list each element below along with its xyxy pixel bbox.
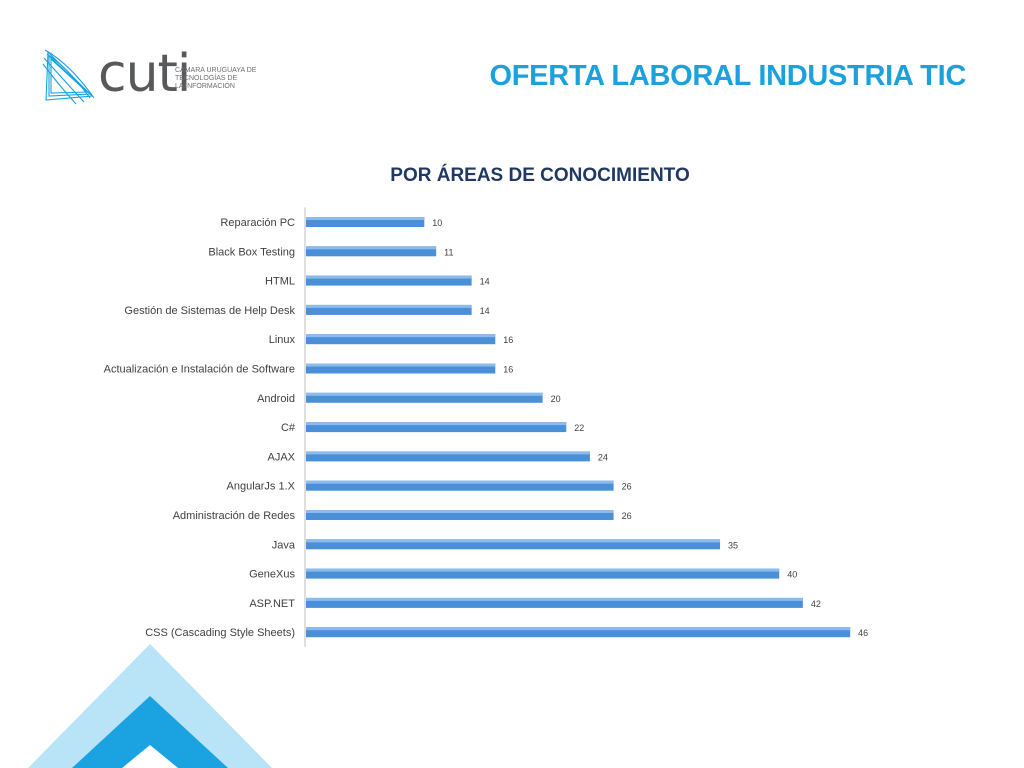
logo-tagline-line: LA INFORMACIÓN — [175, 83, 235, 90]
data-label: 16 — [503, 335, 513, 345]
bar — [306, 480, 614, 491]
bar — [306, 304, 472, 315]
bar-highlight — [306, 363, 496, 367]
corner-decoration — [28, 644, 272, 768]
bar — [306, 597, 803, 608]
data-label: 10 — [432, 218, 442, 228]
data-label: 24 — [598, 452, 608, 462]
bar-highlight — [306, 568, 780, 572]
data-label: 14 — [480, 306, 490, 316]
bar-highlight — [306, 304, 472, 308]
data-label: 16 — [503, 365, 513, 375]
bar — [306, 392, 543, 403]
bar-highlight — [306, 217, 425, 220]
bar-highlight — [306, 627, 851, 631]
corner-white-chevron — [122, 745, 178, 768]
bar-highlight — [306, 246, 437, 250]
data-label: 46 — [858, 628, 868, 638]
category-label: Linux — [269, 334, 296, 346]
bar — [306, 451, 590, 462]
logo-tagline: CÁMARA URUGUAYA DE TECNOLOGÍAS DE LA INF… — [175, 67, 285, 91]
page-title: OFERTA LABORAL INDUSTRIA TIC — [489, 60, 966, 92]
chart-title: POR ÁREAS DE CONOCIMIENTO — [390, 165, 690, 186]
category-label: AJAX — [267, 451, 295, 463]
data-label: 26 — [622, 482, 632, 492]
logo-tagline-line: CÁMARA URUGUAYA DE — [175, 67, 257, 74]
bar-highlight — [306, 510, 614, 513]
category-label: ASP.NET — [249, 598, 295, 610]
data-label: 11 — [444, 247, 453, 257]
category-label: CSS (Cascading Style Sheets) — [145, 627, 295, 639]
category-label: Administración de Redes — [173, 510, 296, 522]
logo-tagline-line: TECNOLOGÍAS DE — [175, 75, 238, 82]
bar-highlight — [306, 451, 590, 455]
bar — [306, 539, 721, 550]
category-label: Reparación PC — [220, 217, 295, 229]
bar — [306, 422, 567, 433]
category-label: AngularJs 1.X — [227, 481, 296, 493]
bar — [306, 334, 496, 345]
bar-highlight — [306, 275, 472, 279]
bar — [306, 627, 851, 638]
logo-wordmark: cuti — [98, 44, 191, 104]
bar — [306, 246, 437, 257]
bar-highlight — [306, 334, 496, 338]
cuti-logo-mark-icon — [42, 49, 95, 105]
data-label: 40 — [787, 570, 797, 580]
data-label: 42 — [811, 599, 821, 609]
data-label: 14 — [480, 277, 490, 287]
data-label: 35 — [728, 540, 738, 550]
bar — [306, 275, 472, 286]
data-label: 26 — [622, 511, 632, 521]
bar-highlight — [306, 597, 803, 601]
category-label: GeneXus — [249, 569, 295, 581]
category-label: C# — [281, 422, 296, 434]
bar — [306, 217, 425, 227]
category-label: Java — [272, 539, 296, 551]
bar-highlight — [306, 392, 543, 396]
category-label: Gestión de Sistemas de Help Desk — [124, 305, 295, 317]
bar-highlight — [306, 422, 567, 426]
data-label: 22 — [574, 423, 584, 433]
bar-highlight — [306, 480, 614, 484]
cuti-logo: cuti CÁMARA URUGUAYA DE TECNOLOGÍAS DE L… — [40, 44, 280, 108]
bar — [306, 363, 496, 374]
category-label: HTML — [265, 276, 295, 288]
bar-highlight — [306, 539, 721, 543]
bar — [306, 568, 780, 579]
category-label: Actualización e Instalación de Software — [104, 364, 295, 376]
corner-dark-chevron — [72, 696, 228, 768]
data-label: 20 — [551, 394, 561, 404]
category-label: Black Box Testing — [208, 246, 295, 258]
category-label: Android — [257, 393, 295, 405]
bar — [306, 510, 614, 520]
